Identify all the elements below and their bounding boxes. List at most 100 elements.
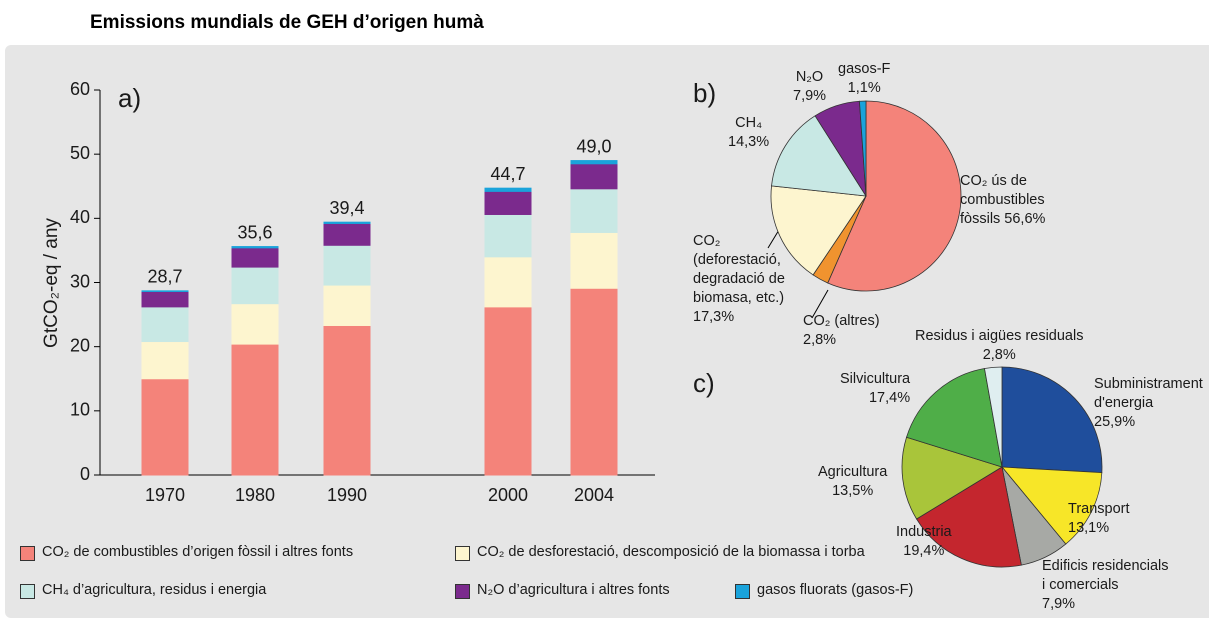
- slice-name: Industria: [896, 524, 952, 540]
- pie-slice: [859, 100, 867, 197]
- bar-segment: [484, 190, 532, 215]
- slice-name: Silvicultura: [840, 371, 911, 387]
- bar-segment: [141, 290, 189, 308]
- bar-segment: [323, 324, 371, 476]
- legend-swatch: [20, 546, 35, 561]
- y-tick-label: 30: [70, 271, 90, 291]
- pie-slice: [1001, 466, 1103, 545]
- slice-value: 1,1%: [847, 80, 881, 96]
- total-label: 39,4: [329, 198, 364, 218]
- leader-line: [811, 289, 829, 319]
- slice-name: N₂O: [795, 69, 824, 85]
- slice-name: CH₄: [735, 115, 762, 131]
- bar-segment: [141, 306, 189, 343]
- bar-segment: [323, 284, 371, 326]
- total-label: 28,7: [147, 267, 182, 287]
- legend-label: CO₂ de combustibles d’origen fòssil i al…: [42, 544, 354, 560]
- slice-name: gasos-F: [838, 61, 891, 77]
- bar-segment: [231, 343, 279, 476]
- slice-label: CH₄ 14,3%: [728, 114, 769, 152]
- slice-value: 2,8%: [982, 347, 1016, 363]
- slice-value: 19,4%: [903, 543, 945, 559]
- slice-value: 7,9%: [793, 88, 827, 104]
- legend-swatch: [455, 584, 470, 599]
- bar-segment: [484, 256, 532, 308]
- slice-label: Agricultura 13,5%: [818, 463, 887, 501]
- slice-name: Subministrament d'energia: [1094, 376, 1203, 411]
- y-tick-label: 50: [70, 143, 90, 163]
- total-label: 35,6: [237, 222, 272, 242]
- bar-segment: [323, 244, 371, 286]
- y-tick-label: 20: [70, 335, 90, 355]
- slice-name: Edificis residencials i comercials: [1042, 558, 1169, 593]
- slice-label: Industria 19,4%: [896, 523, 952, 561]
- bar-segment: [231, 247, 279, 268]
- bar-segment: [570, 287, 618, 476]
- slice-name: Residus i aigües residuals: [915, 328, 1084, 344]
- slice-value: 2,8%: [803, 332, 837, 348]
- slice-label: N₂O 7,9%: [793, 68, 826, 106]
- bar-segment: [323, 222, 371, 246]
- pie-slice: [906, 368, 1003, 468]
- slice-label: Edificis residencials i comercials 7,9%: [1042, 557, 1169, 614]
- x-tick-label: 2000: [488, 485, 528, 505]
- x-tick-label: 2004: [574, 485, 614, 505]
- panel-label: a): [118, 83, 141, 113]
- legend-label: CH₄ d’agricultura, residus i energia: [42, 582, 267, 598]
- title: Emissions mundials de GEH d’origen humà: [90, 12, 484, 33]
- legend-swatch: [20, 584, 35, 599]
- panel-label: c): [693, 368, 715, 398]
- bar-segment: [570, 231, 618, 289]
- slice-value: 17,4%: [868, 390, 911, 406]
- legend-label: N₂O d’agricultura i altres fonts: [477, 582, 670, 598]
- bar-segment: [323, 221, 371, 224]
- slice-value: 56,6%: [1004, 211, 1046, 227]
- slice-label: Subministrament d'energia 25,9%: [1094, 375, 1203, 432]
- slice-value: 7,9%: [1042, 596, 1076, 612]
- legend-label: CO₂ de desforestació, descomposició de l…: [477, 544, 865, 560]
- slice-label: gasos-F 1,1%: [838, 60, 890, 98]
- bar-segment: [484, 306, 532, 476]
- pie-slice: [827, 100, 962, 292]
- pie-slice: [771, 115, 867, 197]
- slice-label: Residus i aigües residuals 2,8%: [915, 327, 1083, 365]
- pie-slice: [770, 185, 867, 276]
- bar-segment: [231, 266, 279, 305]
- legend-swatch: [455, 546, 470, 561]
- y-tick-label: 60: [70, 79, 90, 99]
- bar-segment: [570, 160, 618, 165]
- y-tick-label: 40: [70, 207, 90, 227]
- slice-value: 13,5%: [832, 483, 874, 499]
- slice-name: Agricultura: [818, 464, 888, 480]
- slice-value: 17,3%: [693, 309, 735, 325]
- bar-segment: [484, 213, 532, 258]
- pie-slice: [901, 436, 1003, 520]
- slice-name: CO₂ (deforestació, degradació de biomasa…: [693, 233, 785, 306]
- x-tick-label: 1990: [327, 485, 367, 505]
- slice-label: CO₂ ús de combustibles fòssils 56,6%: [960, 172, 1045, 229]
- bar-segment: [231, 303, 279, 345]
- total-label: 49,0: [576, 136, 611, 156]
- bar-segment: [141, 378, 189, 476]
- slice-label: CO₂ (altres) 2,8%: [803, 312, 880, 350]
- slice-label: CO₂ (deforestació, degradació de biomasa…: [693, 232, 785, 327]
- slice-label: Transport 13,1%: [1068, 500, 1130, 538]
- legend-swatch: [735, 584, 750, 599]
- y-tick-label: 10: [70, 400, 90, 420]
- bar-segment: [141, 341, 189, 380]
- bar-segment: [570, 188, 618, 233]
- y-tick-label: 0: [80, 464, 90, 484]
- slice-name: CO₂ (altres): [803, 313, 880, 329]
- pie-slice: [984, 366, 1003, 468]
- slice-value: 13,1%: [1068, 520, 1110, 536]
- slice-name: CO₂ ús de combustibles fòssils: [960, 173, 1045, 227]
- slice-value: 25,9%: [1094, 414, 1136, 430]
- bar-segment: [570, 163, 618, 190]
- panel-label: b): [693, 78, 716, 108]
- slice-value: 14,3%: [728, 134, 770, 150]
- bar-segment: [231, 246, 279, 249]
- slice-label: Silvicultura 17,4%: [840, 370, 910, 408]
- legend-label: gasos fluorats (gasos-F): [757, 582, 914, 598]
